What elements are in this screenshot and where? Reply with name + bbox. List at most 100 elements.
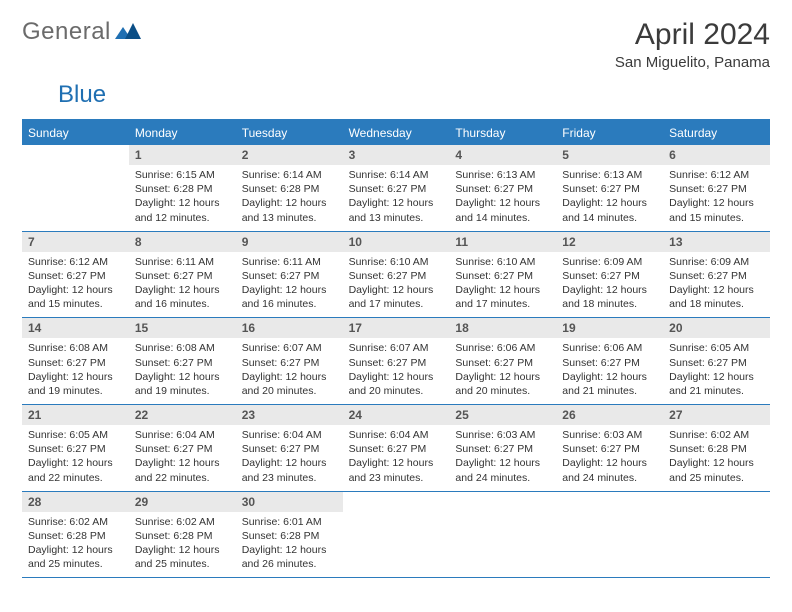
daylight-text: Daylight: 12 hours and 19 minutes. <box>135 370 230 398</box>
daylight-text: Daylight: 12 hours and 13 minutes. <box>349 196 444 224</box>
day-info: Sunrise: 6:14 AMSunset: 6:28 PMDaylight:… <box>236 165 343 231</box>
calendar-cell: 21Sunrise: 6:05 AMSunset: 6:27 PMDayligh… <box>22 405 129 491</box>
sunrise-text: Sunrise: 6:06 AM <box>562 341 657 355</box>
sunset-text: Sunset: 6:27 PM <box>455 442 550 456</box>
daylight-text: Daylight: 12 hours and 21 minutes. <box>562 370 657 398</box>
day-info: Sunrise: 6:02 AMSunset: 6:28 PMDaylight:… <box>663 425 770 491</box>
calendar-cell: 30Sunrise: 6:01 AMSunset: 6:28 PMDayligh… <box>236 492 343 578</box>
day-info: Sunrise: 6:11 AMSunset: 6:27 PMDaylight:… <box>236 252 343 318</box>
day-number: 2 <box>236 145 343 165</box>
sunset-text: Sunset: 6:27 PM <box>562 356 657 370</box>
day-number: 4 <box>449 145 556 165</box>
sunrise-text: Sunrise: 6:10 AM <box>455 255 550 269</box>
calendar-cell: 2Sunrise: 6:14 AMSunset: 6:28 PMDaylight… <box>236 145 343 231</box>
day-number: 6 <box>663 145 770 165</box>
daylight-text: Daylight: 12 hours and 23 minutes. <box>349 456 444 484</box>
sunset-text: Sunset: 6:27 PM <box>135 356 230 370</box>
daylight-text: Daylight: 12 hours and 15 minutes. <box>28 283 123 311</box>
sunrise-text: Sunrise: 6:08 AM <box>28 341 123 355</box>
weekday-fri: Friday <box>556 121 663 145</box>
weekday-thu: Thursday <box>449 121 556 145</box>
sunset-text: Sunset: 6:27 PM <box>28 269 123 283</box>
weekday-mon: Monday <box>129 121 236 145</box>
daylight-text: Daylight: 12 hours and 23 minutes. <box>242 456 337 484</box>
sunrise-text: Sunrise: 6:12 AM <box>669 168 764 182</box>
day-info: Sunrise: 6:07 AMSunset: 6:27 PMDaylight:… <box>236 338 343 404</box>
sunset-text: Sunset: 6:28 PM <box>135 182 230 196</box>
sunset-text: Sunset: 6:27 PM <box>28 442 123 456</box>
day-info: Sunrise: 6:07 AMSunset: 6:27 PMDaylight:… <box>343 338 450 404</box>
sunrise-text: Sunrise: 6:04 AM <box>135 428 230 442</box>
day-number: 26 <box>556 405 663 425</box>
day-info: Sunrise: 6:06 AMSunset: 6:27 PMDaylight:… <box>449 338 556 404</box>
day-number: 23 <box>236 405 343 425</box>
day-info: Sunrise: 6:09 AMSunset: 6:27 PMDaylight:… <box>556 252 663 318</box>
weekday-sun: Sunday <box>22 121 129 145</box>
day-number: 3 <box>343 145 450 165</box>
sunset-text: Sunset: 6:27 PM <box>669 269 764 283</box>
calendar-cell: 28Sunrise: 6:02 AMSunset: 6:28 PMDayligh… <box>22 492 129 578</box>
sunset-text: Sunset: 6:27 PM <box>669 356 764 370</box>
sunrise-text: Sunrise: 6:03 AM <box>562 428 657 442</box>
logo-mark-icon <box>115 18 141 46</box>
daylight-text: Daylight: 12 hours and 21 minutes. <box>669 370 764 398</box>
sunrise-text: Sunrise: 6:15 AM <box>135 168 230 182</box>
calendar-cell: 1Sunrise: 6:15 AMSunset: 6:28 PMDaylight… <box>129 145 236 231</box>
day-info: Sunrise: 6:10 AMSunset: 6:27 PMDaylight:… <box>343 252 450 318</box>
day-info: Sunrise: 6:05 AMSunset: 6:27 PMDaylight:… <box>663 338 770 404</box>
calendar-cell: . <box>663 492 770 578</box>
daylight-text: Daylight: 12 hours and 15 minutes. <box>669 196 764 224</box>
calendar-cell: 25Sunrise: 6:03 AMSunset: 6:27 PMDayligh… <box>449 405 556 491</box>
daylight-text: Daylight: 12 hours and 16 minutes. <box>135 283 230 311</box>
day-info: Sunrise: 6:01 AMSunset: 6:28 PMDaylight:… <box>236 512 343 578</box>
day-number: 15 <box>129 318 236 338</box>
day-number: 8 <box>129 232 236 252</box>
logo-word-general: General <box>22 18 111 46</box>
daylight-text: Daylight: 12 hours and 25 minutes. <box>28 543 123 571</box>
calendar-cell: 20Sunrise: 6:05 AMSunset: 6:27 PMDayligh… <box>663 318 770 404</box>
daylight-text: Daylight: 12 hours and 26 minutes. <box>242 543 337 571</box>
day-info: Sunrise: 6:12 AMSunset: 6:27 PMDaylight:… <box>22 252 129 318</box>
sunrise-text: Sunrise: 6:02 AM <box>28 515 123 529</box>
daylight-text: Daylight: 12 hours and 20 minutes. <box>242 370 337 398</box>
day-number: 30 <box>236 492 343 512</box>
calendar-cell: 16Sunrise: 6:07 AMSunset: 6:27 PMDayligh… <box>236 318 343 404</box>
sunset-text: Sunset: 6:27 PM <box>242 269 337 283</box>
day-number: 12 <box>556 232 663 252</box>
day-number: 5 <box>556 145 663 165</box>
sunrise-text: Sunrise: 6:14 AM <box>242 168 337 182</box>
sunset-text: Sunset: 6:27 PM <box>349 182 444 196</box>
month-title: April 2024 <box>615 18 770 52</box>
sunset-text: Sunset: 6:27 PM <box>455 269 550 283</box>
daylight-text: Daylight: 12 hours and 25 minutes. <box>669 456 764 484</box>
sunset-text: Sunset: 6:27 PM <box>562 182 657 196</box>
sunset-text: Sunset: 6:27 PM <box>135 442 230 456</box>
calendar-cell: 10Sunrise: 6:10 AMSunset: 6:27 PMDayligh… <box>343 232 450 318</box>
calendar-cell: 13Sunrise: 6:09 AMSunset: 6:27 PMDayligh… <box>663 232 770 318</box>
sunset-text: Sunset: 6:28 PM <box>242 182 337 196</box>
day-number: 14 <box>22 318 129 338</box>
day-number: 11 <box>449 232 556 252</box>
sunset-text: Sunset: 6:27 PM <box>455 182 550 196</box>
day-number: 20 <box>663 318 770 338</box>
sunrise-text: Sunrise: 6:01 AM <box>242 515 337 529</box>
sunrise-text: Sunrise: 6:02 AM <box>135 515 230 529</box>
calendar-week: 28Sunrise: 6:02 AMSunset: 6:28 PMDayligh… <box>22 492 770 579</box>
daylight-text: Daylight: 12 hours and 20 minutes. <box>349 370 444 398</box>
calendar-cell: 9Sunrise: 6:11 AMSunset: 6:27 PMDaylight… <box>236 232 343 318</box>
day-info: Sunrise: 6:13 AMSunset: 6:27 PMDaylight:… <box>556 165 663 231</box>
sunrise-text: Sunrise: 6:11 AM <box>242 255 337 269</box>
day-number: 17 <box>343 318 450 338</box>
weekday-header: Sunday Monday Tuesday Wednesday Thursday… <box>22 121 770 145</box>
sunrise-text: Sunrise: 6:10 AM <box>349 255 444 269</box>
calendar-cell: 8Sunrise: 6:11 AMSunset: 6:27 PMDaylight… <box>129 232 236 318</box>
sunset-text: Sunset: 6:28 PM <box>669 442 764 456</box>
calendar-cell: 17Sunrise: 6:07 AMSunset: 6:27 PMDayligh… <box>343 318 450 404</box>
daylight-text: Daylight: 12 hours and 20 minutes. <box>455 370 550 398</box>
weekday-tue: Tuesday <box>236 121 343 145</box>
location-subtitle: San Miguelito, Panama <box>615 54 770 71</box>
sunset-text: Sunset: 6:27 PM <box>349 269 444 283</box>
sunrise-text: Sunrise: 6:09 AM <box>669 255 764 269</box>
day-info: Sunrise: 6:11 AMSunset: 6:27 PMDaylight:… <box>129 252 236 318</box>
calendar: Sunday Monday Tuesday Wednesday Thursday… <box>22 119 770 578</box>
